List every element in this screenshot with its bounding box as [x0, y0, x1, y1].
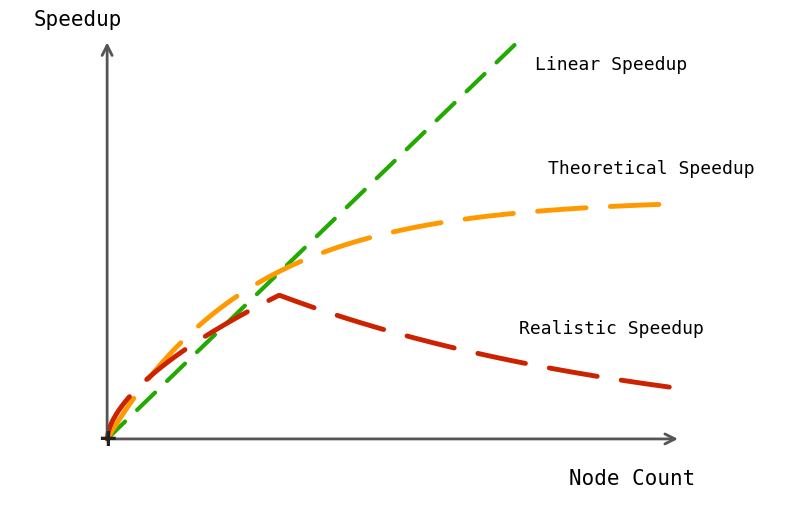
Text: Speedup: Speedup — [33, 10, 122, 29]
Text: Theoretical Speedup: Theoretical Speedup — [548, 161, 755, 178]
Text: Node Count: Node Count — [570, 469, 695, 489]
Text: +: + — [99, 425, 115, 453]
Text: Realistic Speedup: Realistic Speedup — [519, 320, 704, 338]
Text: Linear Speedup: Linear Speedup — [535, 55, 687, 74]
